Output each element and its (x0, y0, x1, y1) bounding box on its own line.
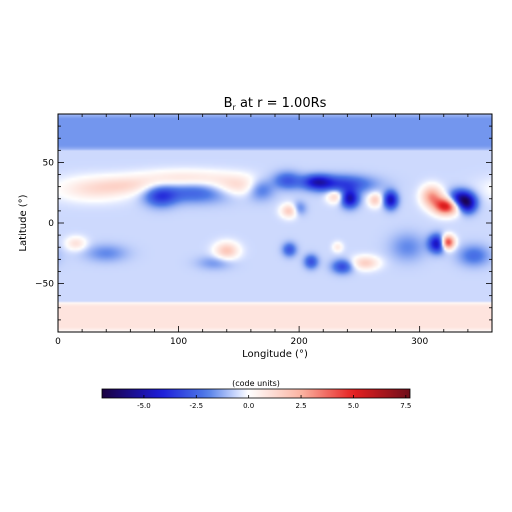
magnetogram-map (58, 114, 492, 332)
y-tick-label: 0 (48, 219, 54, 229)
x-tick-label: 100 (170, 337, 187, 347)
y-tick-label: −50 (35, 280, 54, 290)
chart-title-subscript: r (233, 103, 237, 112)
y-axis-label: Latitude (°) (18, 194, 29, 251)
heatmap-image (58, 114, 492, 332)
colorbar-tick-label: 0.0 (243, 402, 254, 410)
colorbar-tick-label: 2.5 (295, 402, 306, 410)
colorbar-tick-label: 7.5 (400, 402, 411, 410)
axis-ticks: 0 100 200 300 −50 0 50 (35, 113, 493, 347)
colorbar-tick-label: -2.5 (189, 402, 203, 410)
y-tick-label: 50 (43, 158, 55, 168)
chart-title-suffix: at r = 1.00Rs (236, 96, 327, 111)
x-axis-label: Longitude (°) (242, 349, 308, 360)
colorbar-label: (code units) (232, 379, 280, 388)
chart-title: Br at r = 1.00Rs (224, 96, 327, 112)
colorbar-gradient (101, 388, 411, 399)
colorbar-tick-label: 5.0 (348, 402, 359, 410)
x-tick-label: 300 (411, 337, 428, 347)
colorbar-ticks: -5.0 -2.5 0.0 2.5 5.0 7.5 (137, 395, 411, 410)
colorbar-tick-label: -5.0 (137, 402, 151, 410)
x-tick-label: 200 (291, 337, 308, 347)
x-tick-label: 0 (55, 337, 61, 347)
chart-title-main: B (224, 96, 233, 111)
colorbar: (code units) -5.0 -2.5 0.0 2.5 5.0 7.5 (101, 379, 411, 410)
